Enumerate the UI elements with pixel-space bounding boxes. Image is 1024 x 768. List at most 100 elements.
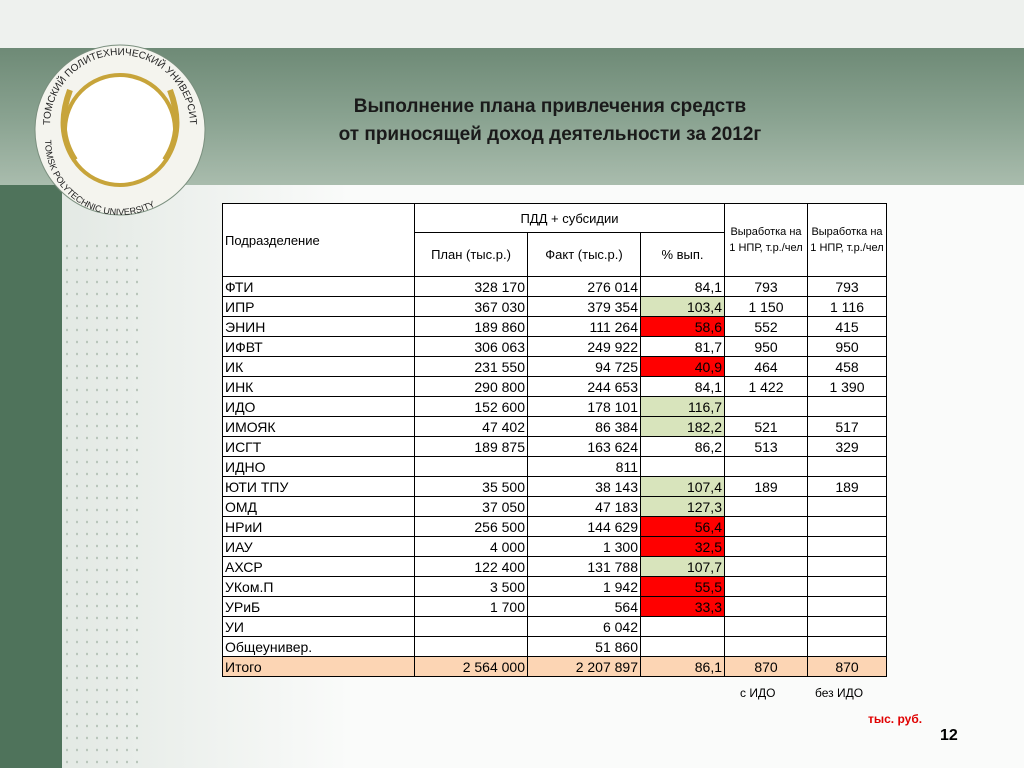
table-cell: ИДНО (222, 456, 415, 477)
table-cell (807, 616, 887, 637)
table-cell: 552 (724, 316, 808, 337)
table-cell: 103,4 (640, 296, 725, 317)
table-cell: 256 500 (414, 516, 528, 537)
table-cell (724, 596, 808, 617)
page-number: 12 (940, 727, 958, 744)
table-cell: 163 624 (527, 436, 641, 457)
table-cell: 86 384 (527, 416, 641, 437)
table-cell (724, 516, 808, 537)
table-cell: 116,7 (640, 396, 725, 417)
table-cell: 182,2 (640, 416, 725, 437)
table-cell (640, 456, 725, 477)
table-cell: 870 (807, 656, 887, 677)
table-cell: 793 (724, 276, 808, 297)
table-cell: 152 600 (414, 396, 528, 417)
table-cell: 86,2 (640, 436, 725, 457)
table-cell: УРиБ (222, 596, 415, 617)
table-cell: 521 (724, 416, 808, 437)
table-cell: 1 300 (527, 536, 641, 557)
table-cell: 4 000 (414, 536, 528, 557)
logo-wreath (60, 88, 180, 162)
table-cell: 107,7 (640, 556, 725, 577)
table-cell: Итого (222, 656, 415, 677)
header-cell: План (тыс.р.) (414, 232, 528, 277)
table-cell: 811 (527, 456, 641, 477)
table-row: ИК 231 550 94 725 40,9 464 458 (222, 356, 887, 377)
table-cell: 1 116 (807, 296, 887, 317)
table-cell: 86,1 (640, 656, 725, 677)
table-cell: 189 860 (414, 316, 528, 337)
table-cell (807, 596, 887, 617)
table-row: УКом.П 3 500 1 942 55,5 (222, 576, 887, 597)
table-row: УИ 6 042 (222, 616, 887, 637)
table-cell (414, 616, 528, 637)
table-cell: 2 564 000 (414, 656, 528, 677)
table-cell: 131 788 (527, 556, 641, 577)
table-cell (414, 456, 528, 477)
table-cell: ИАУ (222, 536, 415, 557)
table-cell: 276 014 (527, 276, 641, 297)
table-cell: 464 (724, 356, 808, 377)
table-cell: 84,1 (640, 276, 725, 297)
table-cell: Общеунивер. (222, 636, 415, 657)
table-cell: ОМД (222, 496, 415, 517)
table-row: ИСГТ 189 875 163 624 86,2 513 329 (222, 436, 887, 457)
table-row: ИФВТ 306 063 249 922 81,7 950 950 (222, 336, 887, 357)
table-cell: 564 (527, 596, 641, 617)
table-cell: АХСР (222, 556, 415, 577)
table-cell: 1 942 (527, 576, 641, 597)
table-cell: 189 (807, 476, 887, 497)
table-row: ОМД 37 050 47 183 127,3 (222, 496, 887, 517)
table-cell: 6 042 (527, 616, 641, 637)
table-cell: 35 500 (414, 476, 528, 497)
table-cell: 793 (807, 276, 887, 297)
table-cell: 290 800 (414, 376, 528, 397)
table-row: УРиБ 1 700 564 33,3 (222, 596, 887, 617)
table-cell: 1 150 (724, 296, 808, 317)
header-cell: Выработка на 1 НПР, т.р./чел (724, 203, 808, 277)
table-cell (807, 536, 887, 557)
table-cell: 870 (724, 656, 808, 677)
header-cell: Подразделение (222, 203, 415, 277)
table-cell: ИДО (222, 396, 415, 417)
table-row: ИМОЯК 47 402 86 384 182,2 521 517 (222, 416, 887, 437)
title: Выполнение плана привлечения средств (353, 96, 747, 117)
table-cell (414, 636, 528, 657)
table-cell: ИМОЯК (222, 416, 415, 437)
table-cell: 84,1 (640, 376, 725, 397)
table-cell: 107,4 (640, 476, 725, 497)
table-cell: 379 354 (527, 296, 641, 317)
table-cell: 47 402 (414, 416, 528, 437)
table-cell: ИСГТ (222, 436, 415, 457)
data-table: Подразделение ПДД + субсидии Выработка н… (222, 203, 887, 677)
table-cell (807, 396, 887, 417)
table-cell: 40,9 (640, 356, 725, 377)
table-cell: 328 170 (414, 276, 528, 297)
table-cell: 189 (724, 476, 808, 497)
header-cell: ПДД + субсидии (414, 203, 725, 233)
table-cell: 231 550 (414, 356, 528, 377)
table-cell: 51 860 (527, 636, 641, 657)
table-row: ИПР 367 030 379 354 103,4 1 150 1 116 (222, 296, 887, 317)
table-row: АХСР 122 400 131 788 107,7 (222, 556, 887, 577)
table-cell: 144 629 (527, 516, 641, 537)
table-cell: ИК (222, 356, 415, 377)
table-cell (724, 616, 808, 637)
table-cell: 81,7 (640, 336, 725, 357)
logo: ТОМСКИЙ ПОЛИТЕХНИЧЕСКИЙ УНИВЕРСИТЕТ TOMS… (15, 30, 206, 217)
table-cell: 127,3 (640, 496, 725, 517)
table-cell (724, 396, 808, 417)
table-cell: ИФВТ (222, 336, 415, 357)
table-cell: 189 875 (414, 436, 528, 457)
table-cell (640, 616, 725, 637)
table-cell: 58,6 (640, 316, 725, 337)
table-cell: 329 (807, 436, 887, 457)
header-cell: Выработка на 1 НПР, т.р./чел (807, 203, 887, 277)
table-cell (724, 496, 808, 517)
table-row: ЭНИН 189 860 111 264 58,6 552 415 (222, 316, 887, 337)
dot-pattern (62, 240, 142, 768)
table-cell (724, 556, 808, 577)
table-cell: 94 725 (527, 356, 641, 377)
table-cell: ЮТИ ТПУ (222, 476, 415, 497)
